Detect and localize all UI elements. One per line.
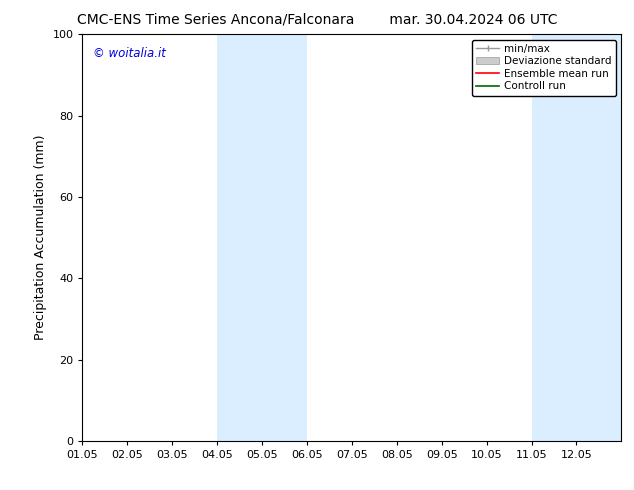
- Bar: [217, 34, 307, 441]
- Legend: min/max, Deviazione standard, Ensemble mean run, Controll run: min/max, Deviazione standard, Ensemble m…: [472, 40, 616, 96]
- Bar: [531, 34, 621, 441]
- Text: © woitalia.it: © woitalia.it: [93, 47, 166, 59]
- Text: CMC-ENS Time Series Ancona/Falconara        mar. 30.04.2024 06 UTC: CMC-ENS Time Series Ancona/Falconara mar…: [77, 12, 557, 26]
- Y-axis label: Precipitation Accumulation (mm): Precipitation Accumulation (mm): [34, 135, 47, 341]
